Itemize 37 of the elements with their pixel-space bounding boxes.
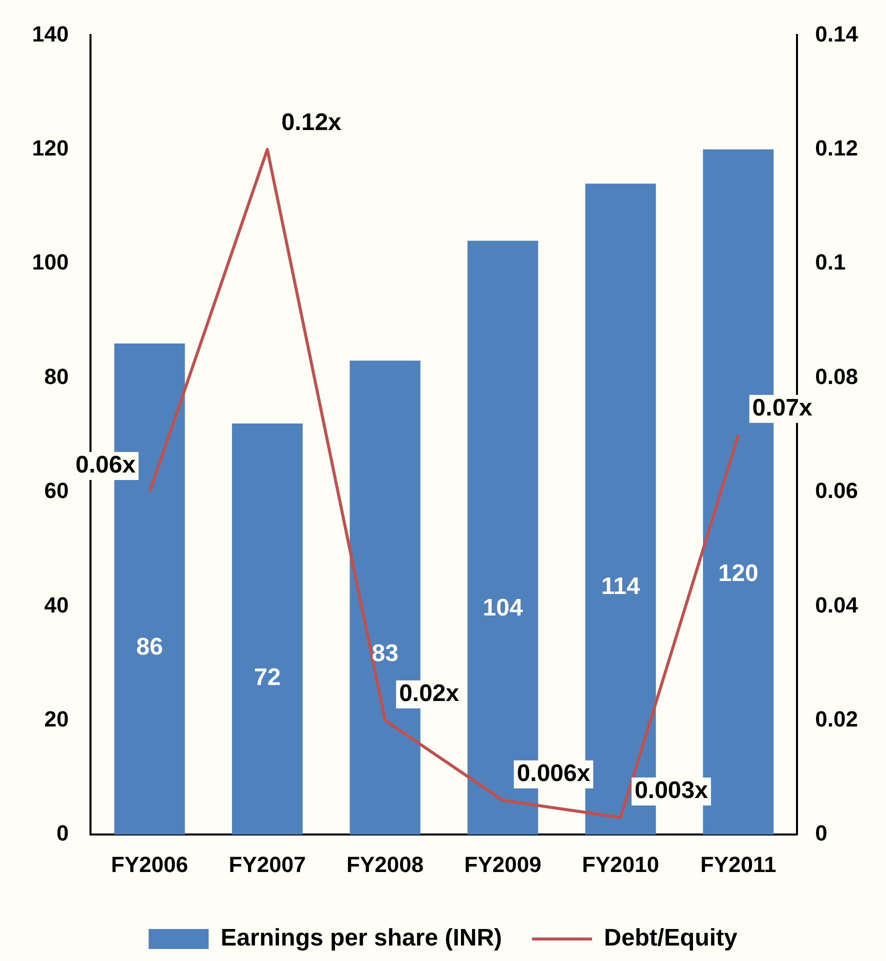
x-tick-label: FY2009 (464, 852, 542, 877)
y2-tick-label: 0.02 (815, 706, 858, 732)
y-tick-label: 20 (44, 706, 69, 732)
data-label: 0.06x (76, 452, 136, 479)
data-label: 0.07x (752, 394, 814, 422)
data-label: 0.003x (634, 777, 709, 804)
y-tick-label: 60 (44, 478, 69, 504)
data-label: 0.006x (516, 760, 591, 787)
y-tick-label: 100 (32, 250, 69, 275)
y2-tick-label: 0.12 (815, 135, 858, 160)
data-label: 0.12x (281, 109, 342, 136)
x-tick-label: FY2010 (582, 852, 660, 877)
x-tick-label: FY2007 (228, 852, 306, 877)
y2-tick-label: 0.04 (815, 592, 859, 618)
bar (232, 423, 303, 835)
y-tick-label: 0 (56, 820, 69, 846)
data-label: 104 (482, 594, 524, 622)
x-tick-label: FY2006 (111, 852, 188, 877)
y-tick-label: 120 (32, 135, 69, 160)
y-tick-label: 80 (44, 364, 69, 389)
y2-tick-label: 0 (815, 820, 828, 846)
y2-tick-label: 0.14 (815, 21, 859, 46)
data-label: 114 (601, 572, 641, 600)
legend-label: Earnings per share (INR) (220, 924, 502, 952)
x-tick-label: FY2008 (346, 852, 424, 877)
y2-tick-label: 0.1 (815, 250, 846, 275)
data-label: 0.02x (399, 680, 460, 708)
data-label: 72 (254, 664, 281, 691)
y-tick-label: 40 (44, 592, 69, 618)
y-tick-label: 140 (32, 21, 69, 46)
data-label: 86 (136, 634, 163, 661)
x-tick-label: FY2011 (700, 852, 776, 877)
data-label: 83 (372, 640, 398, 668)
data-label: 120 (718, 560, 758, 587)
y2-tick-label: 0.08 (815, 364, 858, 389)
legend-label: Debt/Equity (604, 924, 738, 952)
y2-tick-label: 0.06 (815, 478, 858, 504)
